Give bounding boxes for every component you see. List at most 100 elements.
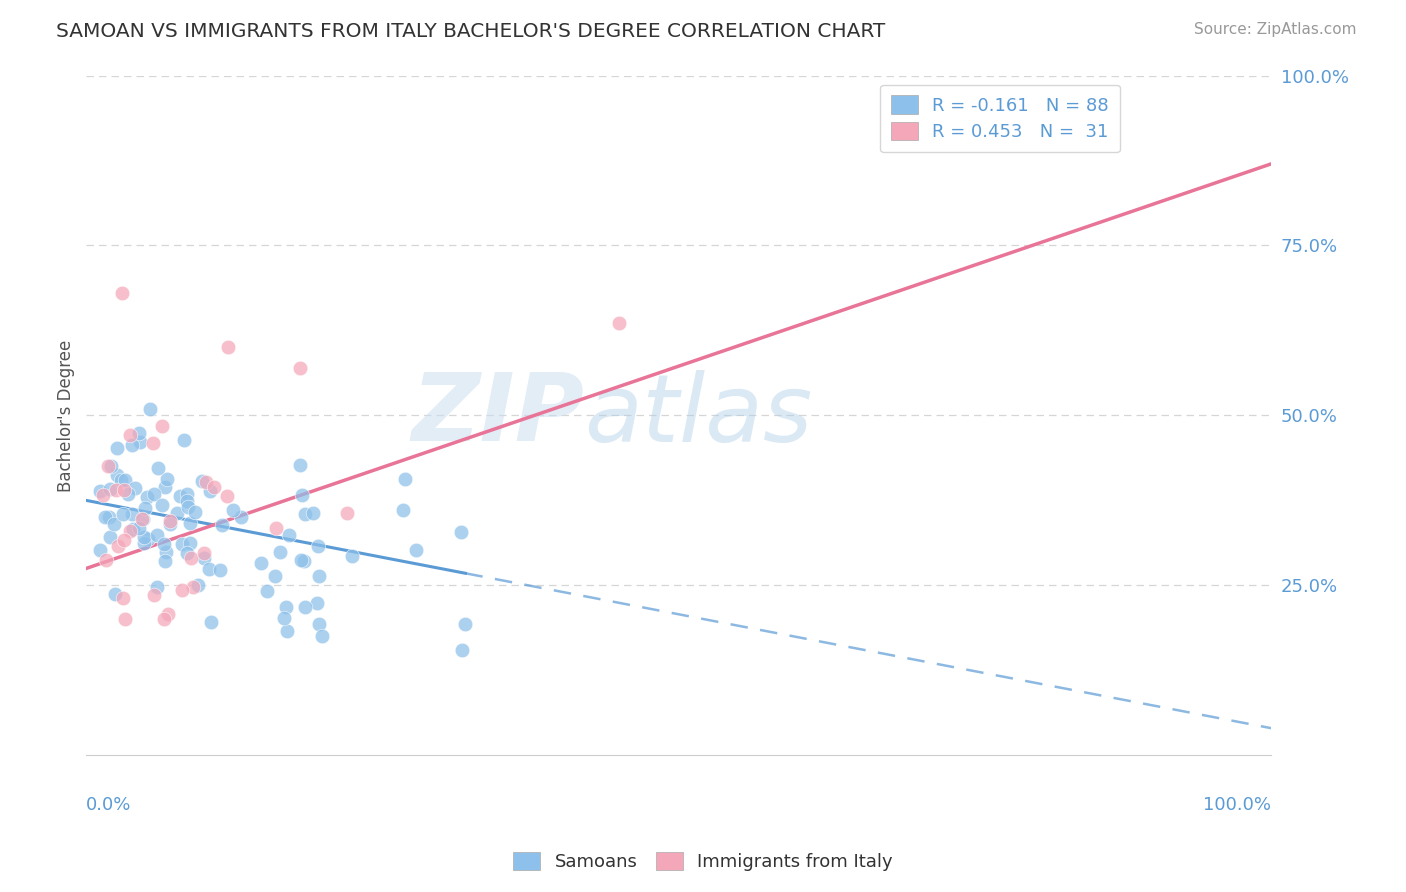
Point xyxy=(146,580,169,594)
Point xyxy=(100,459,122,474)
Point xyxy=(288,360,311,375)
Point xyxy=(336,506,359,520)
Point xyxy=(193,546,215,560)
Point xyxy=(180,550,202,565)
Point xyxy=(105,483,128,498)
Point xyxy=(249,557,271,571)
Point xyxy=(103,516,125,531)
Point xyxy=(153,480,176,494)
Legend: Samoans, Immigrants from Italy: Samoans, Immigrants from Italy xyxy=(506,845,900,879)
Point xyxy=(128,521,150,535)
Point xyxy=(97,510,120,524)
Point xyxy=(450,643,472,657)
Point xyxy=(91,488,114,502)
Point xyxy=(124,481,146,495)
Point xyxy=(193,551,215,566)
Point xyxy=(118,427,141,442)
Point xyxy=(405,543,427,558)
Point xyxy=(288,458,311,472)
Point xyxy=(142,487,165,501)
Point xyxy=(89,543,111,558)
Point xyxy=(200,615,222,629)
Legend: R = -0.161   N = 88, R = 0.453   N =  31: R = -0.161 N = 88, R = 0.453 N = 31 xyxy=(880,85,1121,153)
Point xyxy=(221,502,243,516)
Point xyxy=(183,505,205,519)
Text: 0.0%: 0.0% xyxy=(86,797,132,814)
Point xyxy=(269,545,291,559)
Point xyxy=(276,624,298,639)
Point xyxy=(277,527,299,541)
Point xyxy=(173,434,195,448)
Point xyxy=(121,438,143,452)
Point xyxy=(94,552,117,566)
Point xyxy=(191,475,214,489)
Point xyxy=(231,510,253,524)
Point xyxy=(450,525,472,540)
Point xyxy=(197,561,219,575)
Point xyxy=(256,584,278,599)
Point xyxy=(104,587,127,601)
Point xyxy=(172,536,194,550)
Point xyxy=(110,473,132,487)
Point xyxy=(93,509,115,524)
Point xyxy=(97,459,120,474)
Point xyxy=(153,554,176,568)
Point xyxy=(89,483,111,498)
Point xyxy=(132,535,155,549)
Point xyxy=(215,489,238,503)
Point xyxy=(118,524,141,539)
Y-axis label: Bachelor's Degree: Bachelor's Degree xyxy=(58,339,75,491)
Point xyxy=(128,434,150,449)
Point xyxy=(105,467,128,482)
Point xyxy=(179,536,201,550)
Point xyxy=(143,588,166,602)
Point xyxy=(111,286,134,301)
Point xyxy=(148,461,170,475)
Text: 100.0%: 100.0% xyxy=(1204,797,1271,814)
Point xyxy=(134,530,156,544)
Point xyxy=(217,341,239,355)
Point xyxy=(114,473,136,487)
Point xyxy=(176,486,198,500)
Point xyxy=(172,582,194,597)
Point xyxy=(291,488,314,502)
Point xyxy=(166,506,188,520)
Point xyxy=(112,483,135,498)
Point xyxy=(202,480,225,494)
Point xyxy=(307,539,329,553)
Point xyxy=(121,507,143,521)
Point xyxy=(132,512,155,526)
Point xyxy=(156,607,179,621)
Point xyxy=(134,501,156,516)
Point xyxy=(274,600,297,615)
Point xyxy=(159,517,181,532)
Point xyxy=(308,569,330,583)
Point xyxy=(114,612,136,626)
Point xyxy=(264,568,287,582)
Point xyxy=(155,545,177,559)
Point xyxy=(128,425,150,440)
Point xyxy=(111,507,134,521)
Point xyxy=(264,521,287,535)
Point xyxy=(112,533,135,547)
Point xyxy=(98,482,121,496)
Point xyxy=(150,418,173,433)
Point xyxy=(273,610,295,624)
Point xyxy=(181,580,204,594)
Point xyxy=(294,554,316,568)
Text: Source: ZipAtlas.com: Source: ZipAtlas.com xyxy=(1194,22,1357,37)
Point xyxy=(112,591,135,605)
Point xyxy=(107,539,129,553)
Point xyxy=(305,597,328,611)
Point xyxy=(454,617,477,632)
Point xyxy=(153,537,176,551)
Point xyxy=(176,494,198,508)
Text: ZIP: ZIP xyxy=(411,369,583,461)
Point xyxy=(156,472,179,486)
Point xyxy=(211,517,233,532)
Point xyxy=(131,512,153,526)
Point xyxy=(117,487,139,501)
Point xyxy=(159,514,181,528)
Point xyxy=(179,516,201,531)
Point xyxy=(290,553,312,567)
